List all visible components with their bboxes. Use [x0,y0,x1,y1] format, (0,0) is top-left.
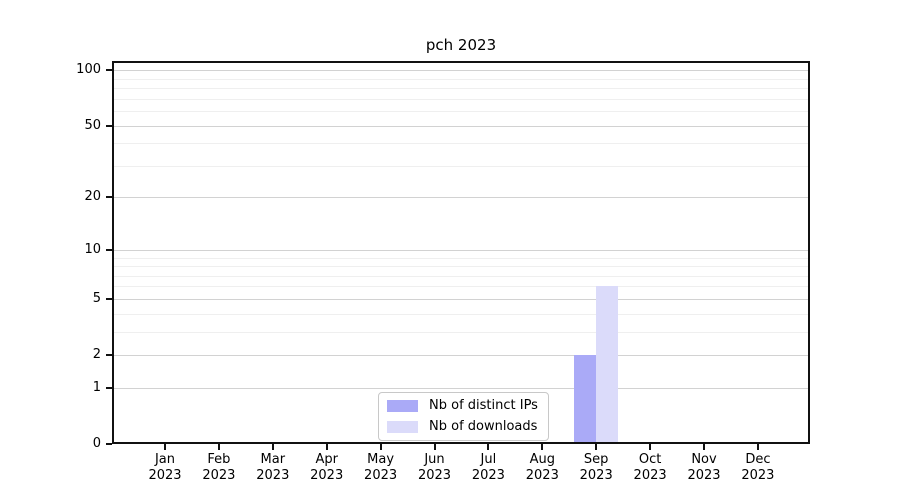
x-axis-tick-label: Mar 2023 [256,452,290,483]
ticks-layer: 0 1 2 5 10 20 50 100 Jan 2023 Feb 2023 Mar 2023 Apr… [76,61,810,483]
y-axis-tick-label: 5 [92,290,101,306]
y-axis-tick [106,124,112,127]
legend-label-distinct-ips: Nb of distinct IPs [429,398,538,413]
x-axis-tick [595,444,598,450]
y-minor-gridline [112,266,810,267]
y-axis-tick-label: 1 [92,379,101,395]
x-axis-tick-label: Dec 2023 [741,452,775,483]
chart-title: pch 2023 [425,36,497,54]
y-axis-tick-label: 0 [92,436,101,451]
y-minor-gridline [112,98,810,100]
legend-item-distinct-ips: Nb of distinct IPs [387,398,538,413]
x-axis-tick-label: Sep 2023 [579,452,613,483]
x-axis-tick-label: Oct 2023 [633,452,667,483]
legend-swatch-downloads-icon [387,420,418,433]
y-major-gridline [112,125,810,127]
y-major-gridline [112,70,810,72]
y-minor-gridline [112,88,810,89]
y-axis-tick [106,386,112,389]
y-axis-tick [106,443,112,445]
y-axis-tick [106,248,112,251]
x-axis-tick [325,444,328,450]
y-minor-gridline [112,143,810,145]
x-axis-tick-label: May 2023 [364,452,398,483]
plot-area: 0 1 2 5 10 20 50 100 Jan 2023 Feb 2023 Mar 2023 Apr… [76,61,810,483]
x-axis-tick-label: Aug 2023 [525,452,559,483]
x-axis-tick [433,444,436,450]
x-axis-tick-label: Nov 2023 [687,452,721,483]
x-axis-tick-label: Apr 2023 [310,452,344,483]
y-minor-gridline [112,313,810,315]
x-axis-tick [379,444,382,450]
x-axis-tick [217,444,220,450]
y-major-gridline [112,387,810,389]
x-axis-tick [756,444,759,450]
legend: Nb of distinct IPs Nb of downloads [378,392,549,441]
bar-nb-of-distinct-ips [574,355,597,444]
y-minor-gridline [112,257,810,259]
x-axis-tick [541,444,544,450]
legend-item-downloads: Nb of downloads [387,419,538,434]
y-axis-tick-label: 2 [92,347,101,362]
y-major-gridline [112,298,810,300]
y-major-gridline [112,249,810,251]
y-minor-gridline [112,165,810,167]
y-axis-tick [106,196,112,199]
y-axis-tick-label: 20 [84,189,101,205]
x-axis-tick [271,444,274,450]
x-axis-tick [649,444,652,450]
y-axis-tick-label: 100 [76,62,101,78]
x-axis-tick-label: Jun 2023 [417,452,452,483]
x-axis-tick [487,444,490,450]
x-axis-tick [164,444,166,450]
y-axis-tick [106,354,112,356]
y-minor-gridline [112,331,810,333]
x-axis-tick-label: Feb 2023 [202,452,236,483]
x-axis-tick-label: Jul 2023 [471,452,505,483]
y-minor-gridline [112,286,810,288]
legend-label-downloads: Nb of downloads [429,419,538,434]
bar-nb-of-downloads [596,286,619,444]
gridlines-layer [112,61,810,444]
y-minor-gridline [112,78,810,80]
bars-layer [112,61,810,444]
y-axis-tick [106,297,112,300]
y-minor-gridline [112,275,810,277]
y-axis-tick [106,69,112,72]
y-axis-tick-label: 50 [84,117,101,133]
legend-swatch-distinct-ips-icon [387,399,418,412]
x-axis-tick [703,444,705,450]
x-axis-tick-label: Jan 2023 [148,452,182,483]
y-major-gridline [112,197,810,199]
y-axis-tick-label: 10 [84,241,101,257]
y-minor-gridline [112,111,810,112]
y-major-gridline [112,355,810,356]
